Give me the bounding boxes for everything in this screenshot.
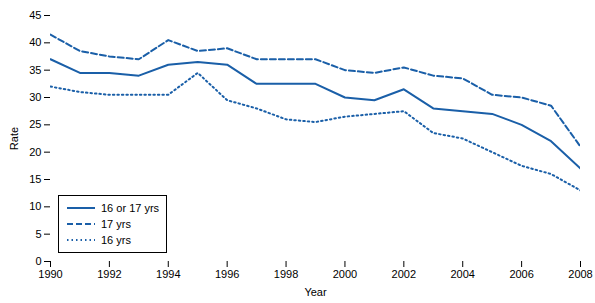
svg-text:1994: 1994: [156, 268, 180, 280]
svg-text:2002: 2002: [392, 268, 416, 280]
svg-text:1996: 1996: [215, 268, 239, 280]
svg-text:40: 40: [29, 36, 41, 48]
svg-text:20: 20: [29, 146, 41, 158]
svg-text:1990: 1990: [38, 268, 62, 280]
svg-text:10: 10: [29, 200, 41, 212]
html-text:16 yrs: 16 yrs: [101, 234, 131, 246]
html-text:17 yrs: 17 yrs: [101, 218, 131, 230]
svg-text:Rate: Rate: [8, 127, 20, 150]
svg-text:2000: 2000: [333, 268, 357, 280]
svg-text:5: 5: [35, 228, 41, 240]
svg-text:25: 25: [29, 118, 41, 130]
svg-text:30: 30: [29, 91, 41, 103]
svg-text:Year: Year: [304, 286, 327, 298]
svg-text:2006: 2006: [509, 268, 533, 280]
svg-text:1998: 1998: [274, 268, 298, 280]
html-text:16 or 17 yrs: 16 or 17 yrs: [101, 202, 160, 214]
svg-text:2008: 2008: [568, 268, 592, 280]
svg-text:45: 45: [29, 9, 41, 21]
svg-text:1992: 1992: [97, 268, 121, 280]
svg-text:15: 15: [29, 173, 41, 185]
svg-text:35: 35: [29, 64, 41, 76]
svg-text:2004: 2004: [450, 268, 474, 280]
svg-text:0: 0: [35, 255, 41, 267]
